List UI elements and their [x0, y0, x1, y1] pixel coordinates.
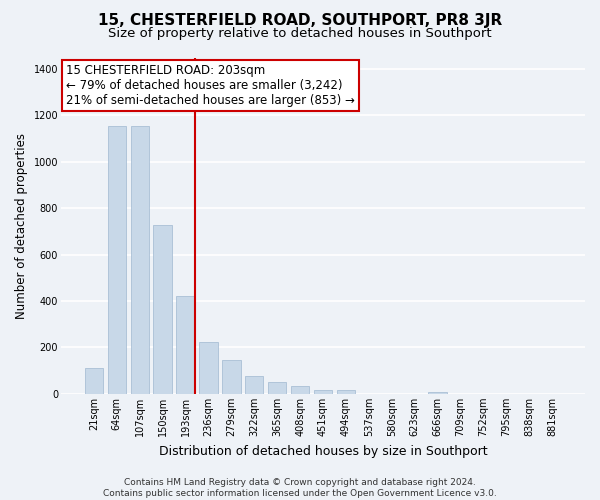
- Text: Contains HM Land Registry data © Crown copyright and database right 2024.
Contai: Contains HM Land Registry data © Crown c…: [103, 478, 497, 498]
- Bar: [291, 386, 309, 394]
- Text: 15 CHESTERFIELD ROAD: 203sqm
← 79% of detached houses are smaller (3,242)
21% of: 15 CHESTERFIELD ROAD: 203sqm ← 79% of de…: [66, 64, 355, 107]
- Bar: [428, 392, 446, 394]
- Bar: [245, 376, 263, 394]
- Bar: [131, 126, 149, 394]
- Bar: [176, 296, 195, 394]
- Bar: [337, 390, 355, 394]
- Bar: [268, 382, 286, 394]
- Bar: [199, 342, 218, 394]
- X-axis label: Distribution of detached houses by size in Southport: Distribution of detached houses by size …: [158, 444, 487, 458]
- Bar: [107, 126, 126, 394]
- Bar: [222, 360, 241, 394]
- Text: Size of property relative to detached houses in Southport: Size of property relative to detached ho…: [108, 28, 492, 40]
- Bar: [154, 224, 172, 394]
- Text: 15, CHESTERFIELD ROAD, SOUTHPORT, PR8 3JR: 15, CHESTERFIELD ROAD, SOUTHPORT, PR8 3J…: [98, 12, 502, 28]
- Y-axis label: Number of detached properties: Number of detached properties: [15, 132, 28, 318]
- Bar: [314, 390, 332, 394]
- Bar: [85, 368, 103, 394]
